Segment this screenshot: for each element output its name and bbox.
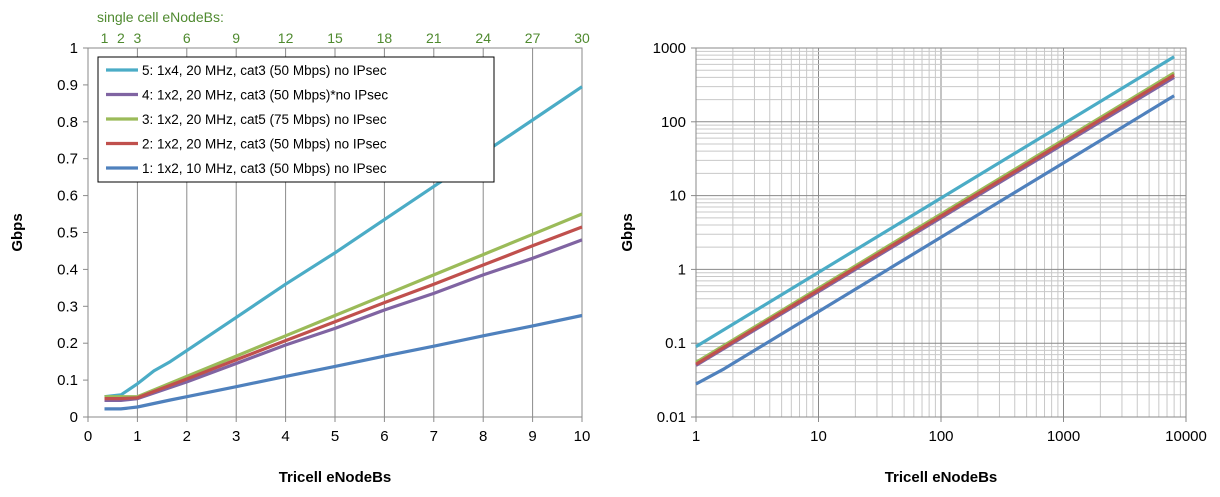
y-tick-label: 0.7: [57, 151, 78, 168]
y-tick-label: 0.9: [57, 77, 78, 94]
secondary-x-tick-label: 12: [278, 30, 294, 46]
secondary-x-tick-label: 6: [183, 30, 191, 46]
legend-box: [97, 56, 495, 183]
series-line: [104, 212, 583, 399]
secondary-x-tick-label: 9: [232, 30, 240, 46]
series-line: [695, 94, 1175, 386]
legend-entry: 5: 1x4, 20 MHz, cat3 (50 Mbps) no IPsec: [142, 63, 387, 78]
x-tick-label: 6: [380, 428, 388, 445]
secondary-x-tick-label: 27: [525, 30, 541, 46]
y-tick-label: 0.4: [57, 261, 78, 278]
x-tick-label: 2: [183, 428, 191, 445]
series-line: [695, 55, 1175, 348]
secondary-x-tick-label: 1: [101, 30, 109, 46]
secondary-x-tick-label: 30: [574, 30, 590, 46]
x-tick-label: 8: [479, 428, 487, 445]
x-tick-label: 7: [430, 428, 438, 445]
y-tick-label: 1: [678, 261, 686, 278]
x-tick-label: 10: [810, 428, 827, 445]
secondary-axis-label: single cell eNodeBs:: [97, 9, 224, 25]
y-tick-label: 10: [669, 188, 686, 205]
x-axis-title: Tricell eNodeBs: [885, 469, 998, 486]
y-tick-label: 0.3: [57, 298, 78, 315]
y-tick-label: 0.5: [57, 225, 78, 242]
log-log-chart: 0.01 0.1 1 10 100 1000 1 10 100 1000 10000 Tricell …: [619, 40, 1207, 486]
legend-entry: 1: 1x2, 10 MHz, cat3 (50 Mbps) no IPsec: [142, 161, 387, 176]
x-tick-label: 9: [528, 428, 536, 445]
x-tick-label: 0: [84, 428, 92, 445]
secondary-x-tick-label: 24: [475, 30, 491, 46]
x-tick-label: 100: [928, 428, 953, 445]
y-tick-label: 0.01: [657, 409, 686, 426]
secondary-x-tick-label: 21: [426, 30, 442, 46]
series-line: [104, 225, 583, 401]
legend-entry: 3: 1x2, 20 MHz, cat5 (75 Mbps) no IPsec: [142, 112, 387, 127]
series-line: [104, 313, 583, 411]
x-tick-label: 4: [281, 428, 289, 445]
y-tick-label: 0: [70, 409, 78, 426]
secondary-x-tick-label: 3: [134, 30, 142, 46]
legend-entry: 4: 1x2, 20 MHz, cat3 (50 Mbps)*no IPsec: [142, 88, 388, 103]
legend-entry: 2: 1x2, 20 MHz, cat3 (50 Mbps) no IPsec: [142, 137, 387, 152]
x-tick-label: 10000: [1165, 428, 1207, 445]
y-tick-label: 0.2: [57, 335, 78, 352]
y-axis-title: Gbps: [619, 213, 636, 251]
y-tick-label: 0.6: [57, 188, 78, 205]
y-axis-title: Gbps: [9, 213, 26, 251]
series-line: [695, 73, 1175, 366]
x-tick-label: 1: [692, 428, 700, 445]
y-tick-label: 0.8: [57, 114, 78, 131]
y-tick-label: 1: [70, 40, 78, 57]
x-axis-title: Tricell eNodeBs: [279, 469, 392, 486]
secondary-x-tick-label: 2: [117, 30, 125, 46]
y-tick-label: 100: [661, 114, 686, 131]
y-tick-label: 0.1: [57, 372, 78, 389]
y-tick-label: 1000: [653, 40, 686, 57]
x-tick-label: 10: [574, 428, 591, 445]
y-tick-label: 0.1: [665, 335, 686, 352]
x-tick-label: 1: [133, 428, 141, 445]
secondary-x-tick-label: 18: [377, 30, 393, 46]
x-tick-label: 3: [232, 428, 240, 445]
x-tick-label: 5: [331, 428, 339, 445]
linear-chart: 00.10.20.30.40.50.60.70.80.910 1 2 3 4 5 6 7 8 9 1…: [9, 9, 591, 486]
x-tick-label: 1000: [1047, 428, 1080, 445]
secondary-x-tick-label: 15: [327, 30, 343, 46]
